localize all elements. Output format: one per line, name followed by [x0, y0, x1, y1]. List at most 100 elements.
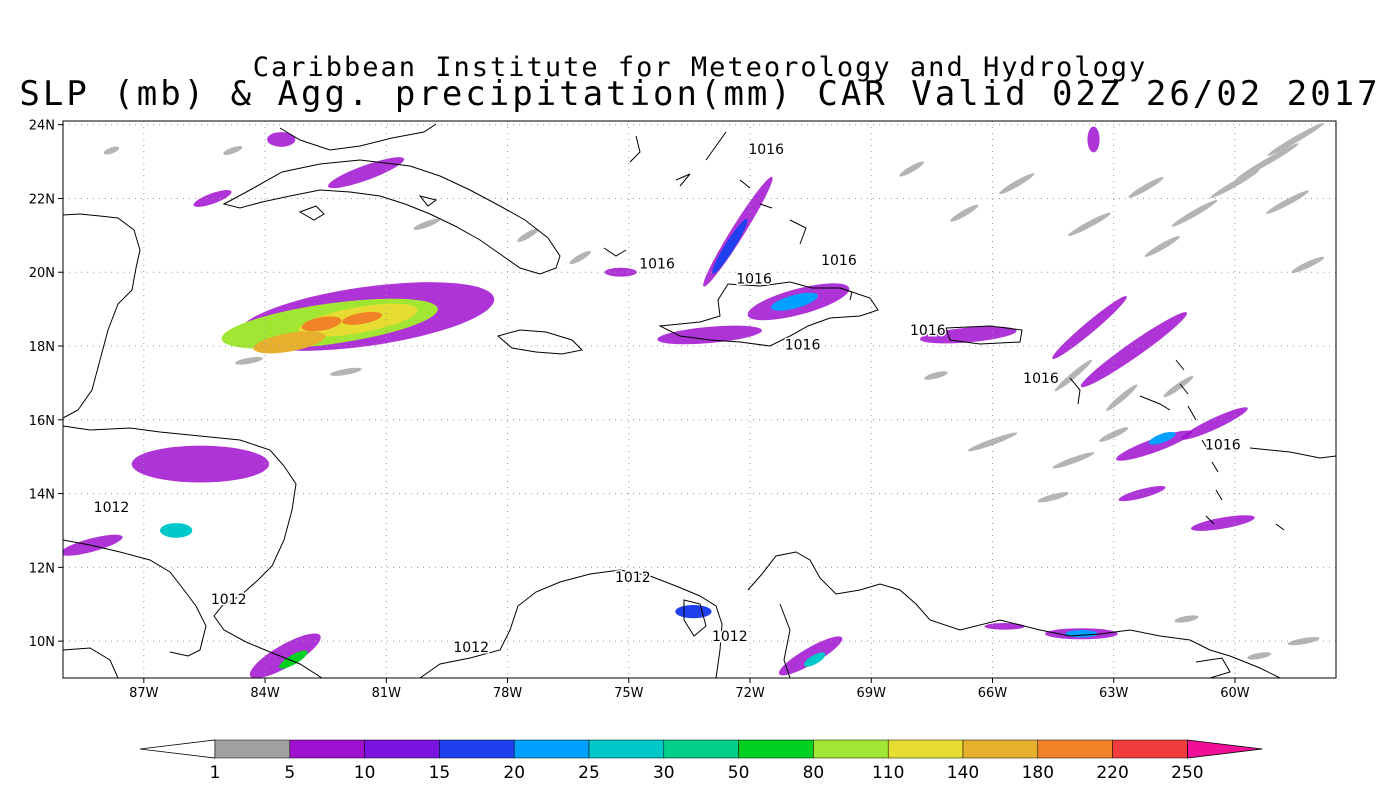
precip-streak — [1171, 199, 1218, 227]
precip-streak — [1054, 359, 1092, 392]
colorbar-label: 80 — [803, 763, 825, 783]
precipitation-layer — [63, 123, 1325, 678]
coast-hispaniola — [658, 281, 879, 347]
title-product: SLP (mb) & Agg. precipitation(mm) CAR Va… — [19, 74, 1381, 114]
colorbar-label: 1 — [210, 763, 221, 783]
precip-streak — [1287, 637, 1320, 646]
colorbar-bin — [439, 739, 515, 759]
precip-streak — [967, 432, 1018, 452]
precip-area — [657, 325, 762, 345]
colorbar-bin — [214, 739, 291, 759]
precip-area — [328, 157, 405, 189]
precip-area — [1181, 407, 1248, 440]
x-tick-label: 60W — [1220, 686, 1250, 701]
precip-streak — [517, 228, 539, 242]
precip-streak — [234, 356, 263, 365]
precip-streak — [1266, 190, 1309, 214]
isobar-label: 1012 — [94, 500, 130, 516]
colorbar-label: 140 — [947, 763, 979, 783]
precip-area — [249, 633, 321, 678]
x-tick-label: 87W — [129, 686, 159, 701]
precip-area — [253, 331, 326, 354]
precip-area — [131, 445, 270, 483]
colorbar-bin — [513, 739, 590, 759]
colorbar-label: 110 — [872, 763, 904, 783]
precip-streak — [1099, 427, 1129, 442]
coast-lake-maracaibo — [683, 599, 707, 637]
precip-streak — [1037, 492, 1069, 503]
map-frame — [62, 120, 1337, 679]
x-tick-label: 78W — [493, 686, 523, 701]
colorbar-bin — [887, 739, 964, 759]
x-tick-label: 81W — [372, 686, 402, 701]
y-tick-label: 10N — [29, 635, 55, 650]
y-tick-label: 18N — [29, 340, 55, 355]
precip-streak — [223, 146, 243, 155]
colorbar-label: 180 — [1022, 763, 1054, 783]
precip-area — [604, 267, 637, 277]
colorbar-bin — [289, 739, 365, 759]
isobar-label: 1012 — [615, 570, 651, 586]
coast-trinidad — [1195, 657, 1231, 678]
precip-area — [770, 292, 818, 311]
precip-area — [1190, 515, 1255, 531]
colorbar-bin — [1037, 739, 1113, 759]
coast-south-america — [419, 551, 1281, 678]
colorbar-overflow — [1187, 739, 1263, 759]
isobar-labels: 1016 1016 1016 1016 1016 1016 1016 1016 1012 1012… — [92, 141, 1242, 658]
isobar-label: 1016 — [785, 338, 821, 354]
precip-streak — [999, 173, 1035, 195]
colorbar-label: 10 — [354, 763, 376, 783]
coast-florida — [279, 123, 437, 151]
precip-streak — [413, 218, 441, 230]
precip-area — [1148, 431, 1176, 445]
colorbar-bin — [813, 739, 889, 759]
precip-area — [159, 523, 193, 538]
coast-pacific — [63, 539, 207, 678]
precip-area — [675, 604, 712, 619]
precip-streak — [103, 146, 120, 155]
colorbar-bin — [364, 739, 440, 759]
precip-streak — [1210, 169, 1260, 199]
precip-area — [1087, 126, 1100, 153]
colorbar-label: 220 — [1096, 763, 1128, 783]
precip-area — [1116, 430, 1193, 461]
precip-area — [342, 311, 382, 325]
coast-cuba — [222, 159, 561, 275]
precip-area — [1052, 296, 1127, 360]
precip-area — [919, 326, 1017, 344]
colorbar-label: 20 — [503, 763, 525, 783]
map-axes: 87W 84W 81W 78W 75W 72W 69W 66W 63W 60W 10N 12N 14N 1… — [29, 119, 1250, 701]
precip-streak — [1128, 176, 1164, 198]
coast-bahamas — [418, 131, 853, 301]
isobar-label: 1016 — [639, 257, 675, 273]
precip-streak — [1052, 452, 1095, 469]
precip-streak — [1174, 615, 1199, 623]
isobar-label: 1012 — [453, 640, 489, 656]
precip-area — [301, 316, 342, 332]
isobar-label: 1016 — [1023, 371, 1059, 387]
colorbar-legend: 1 5 10 15 20 25 30 50 80 110 140 180 220 250 — [139, 739, 1263, 783]
precip-area — [1118, 485, 1166, 502]
x-tick-label: 66W — [978, 686, 1008, 701]
isobar-label: 1016 — [821, 253, 857, 269]
precip-streak — [950, 204, 979, 222]
x-tick-label: 84W — [250, 686, 280, 701]
precip-streak — [1144, 235, 1180, 257]
x-tick-label: 75W — [614, 686, 644, 701]
colorbar-label: 30 — [653, 763, 675, 783]
coast-isla-juventud — [298, 205, 325, 221]
isobar-label: 1012 — [712, 629, 748, 645]
x-tick-label: 69W — [857, 686, 887, 701]
colorbar-bin — [1112, 739, 1188, 759]
y-tick-label: 24N — [29, 119, 55, 134]
precip-area — [1080, 312, 1188, 388]
colorbar-label: 5 — [284, 763, 295, 783]
y-tick-label: 12N — [29, 561, 55, 576]
isobar-label: 1016 — [1205, 437, 1241, 453]
precip-streak — [1068, 212, 1111, 236]
precip-area — [778, 636, 843, 676]
colorbar-bin — [962, 739, 1039, 759]
colorbar-bin — [738, 739, 814, 759]
